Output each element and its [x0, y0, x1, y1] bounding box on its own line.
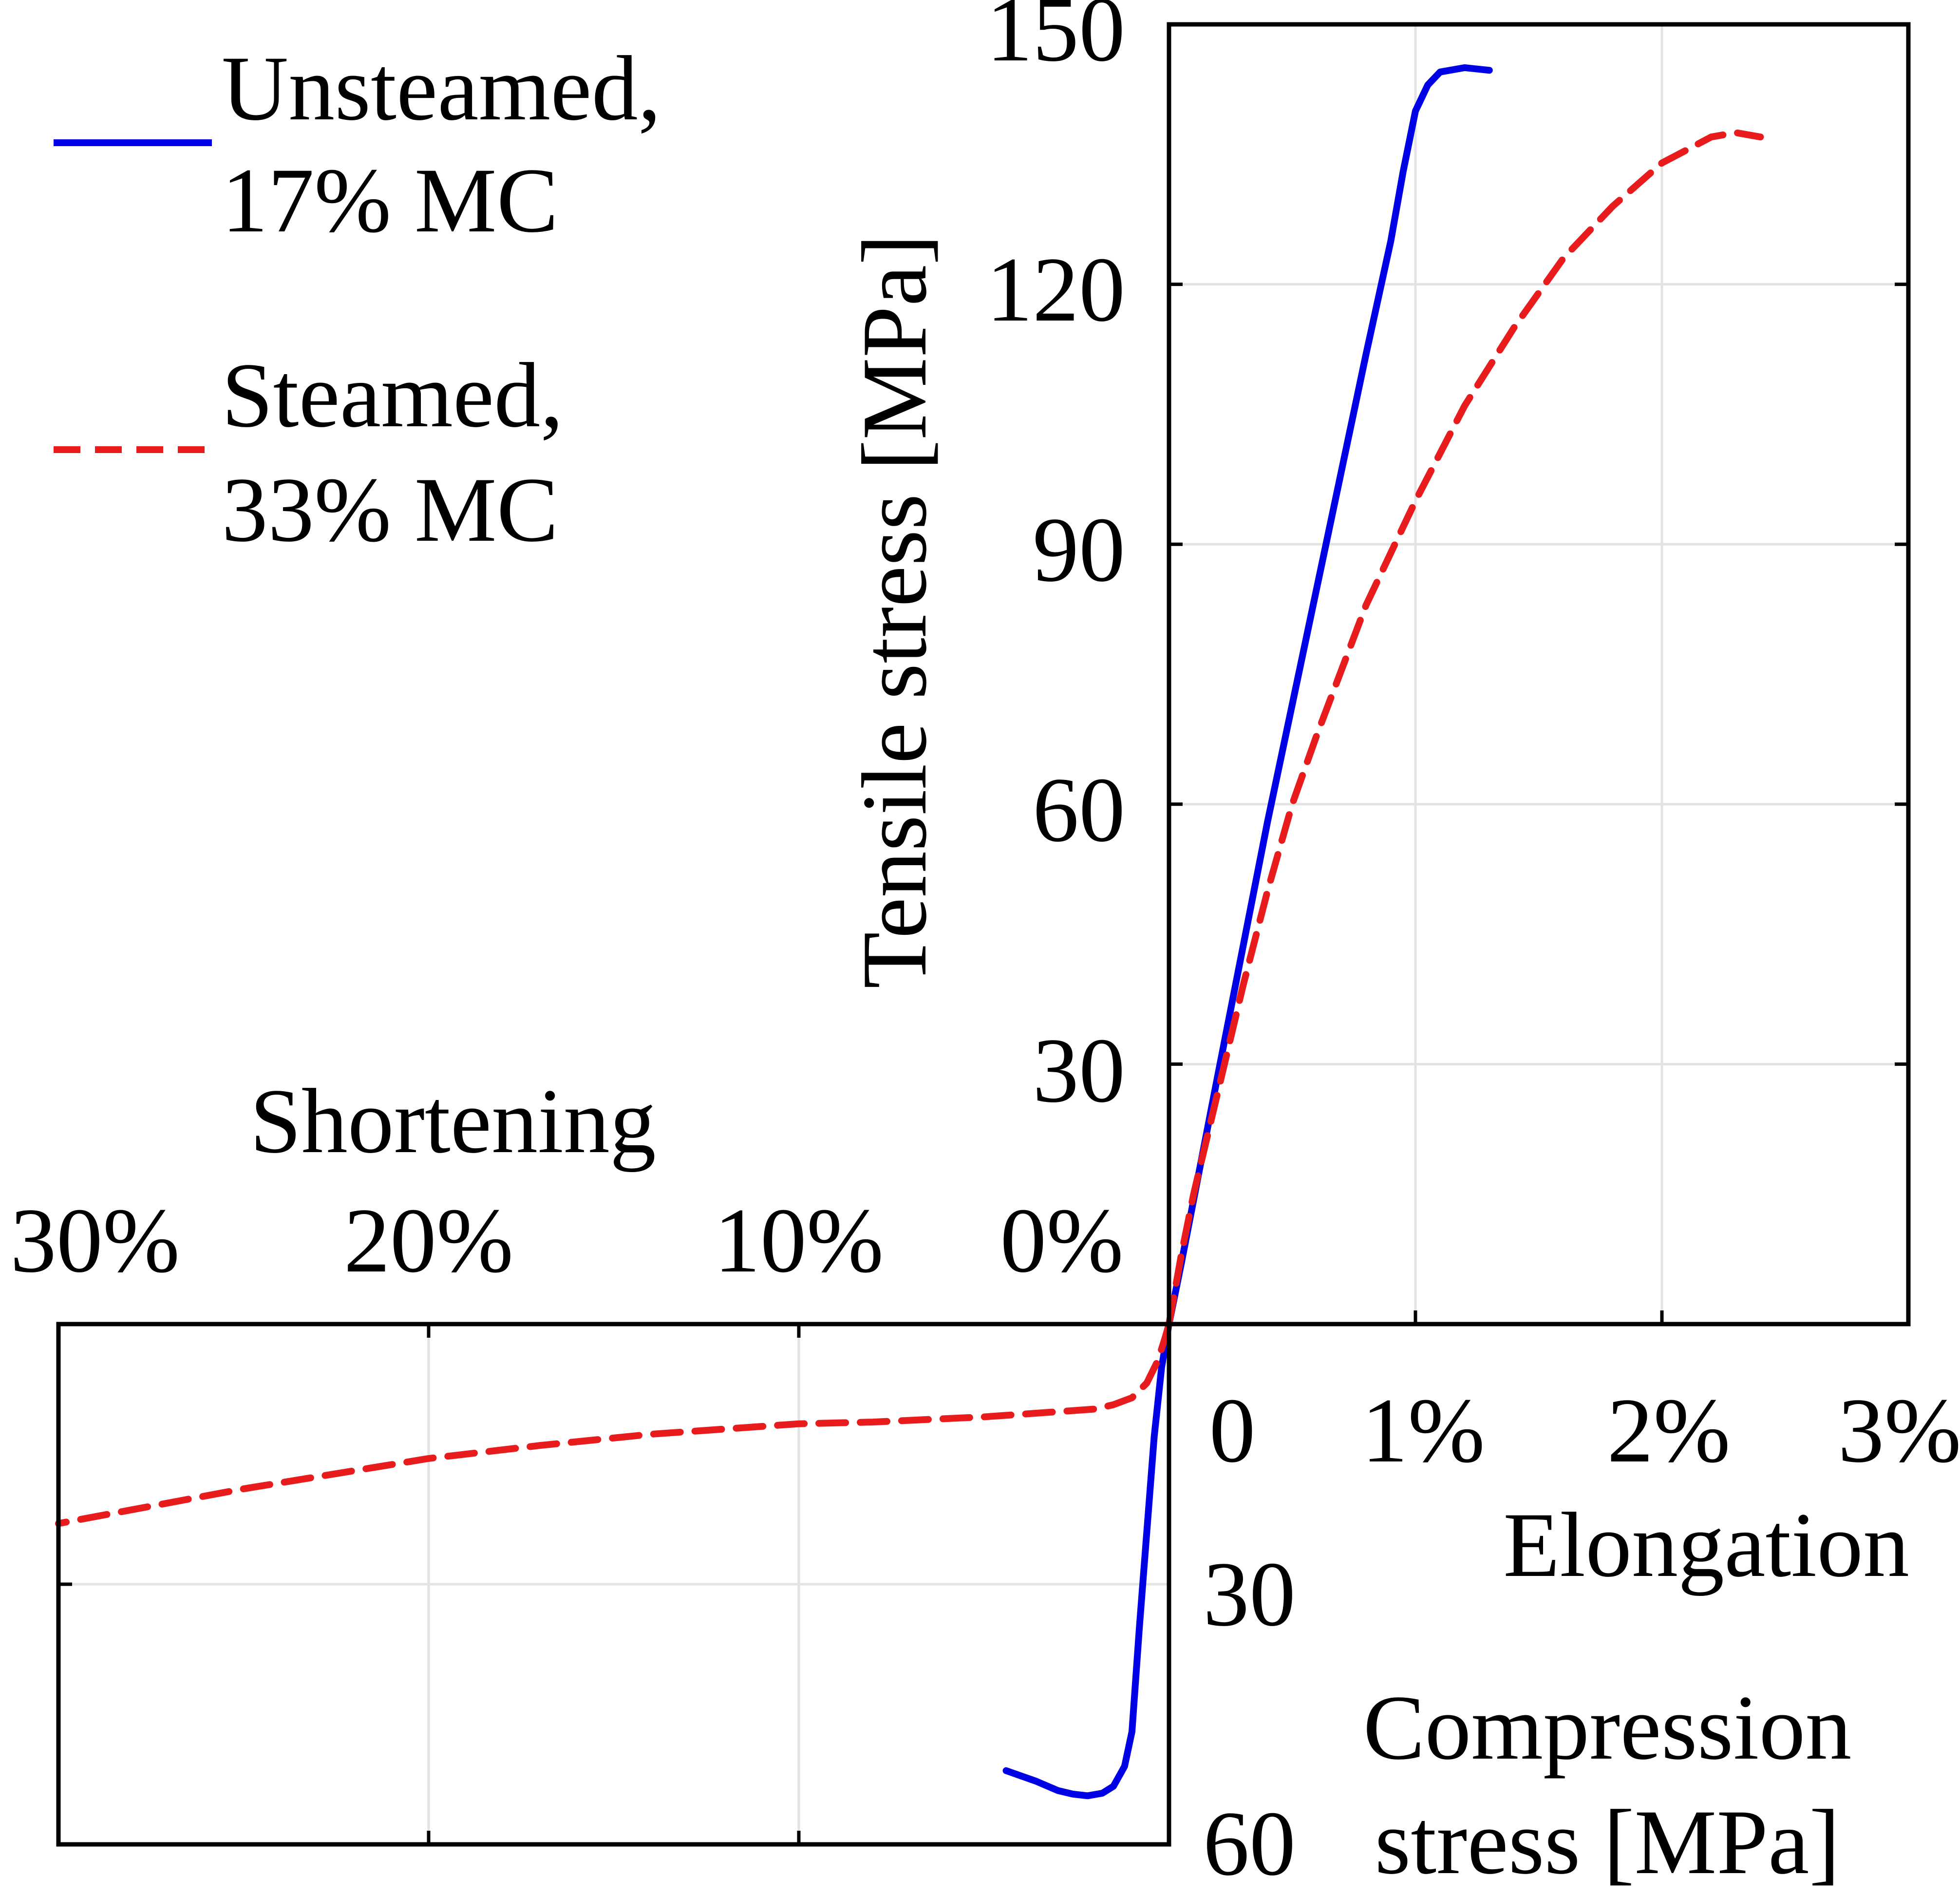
tension-xtick-label: 0 [1209, 1380, 1256, 1482]
tension-ytick-label: 120 [986, 239, 1125, 341]
tension-ytick-label: 90 [1033, 499, 1125, 601]
compression-curve-unsteamed [1002, 1321, 1172, 1800]
data-curves [55, 64, 1764, 1800]
legend-label-unsteamed-line2: 17% MC [222, 150, 558, 252]
tension-xtick-label: 1% [1361, 1380, 1485, 1482]
compression-xtick-label: 30% [10, 1190, 180, 1292]
tension-xtick-label: 2% [1607, 1380, 1730, 1482]
legend-label-steamed-line1: Steamed, [222, 344, 564, 447]
tension-ytick-label: 30 [1033, 1020, 1125, 1122]
gridlines [58, 24, 1908, 1844]
compression-ytick-label: 60 [1203, 1793, 1296, 1895]
compression-xtick-label: 0% [1000, 1190, 1123, 1292]
legend-label-unsteamed-line1: Unsteamed, [222, 38, 661, 140]
tension-ytick-label: 60 [1033, 759, 1125, 861]
tension-curve-steamed [1166, 129, 1764, 1327]
compression-y-axis-title-line1: Compression [1363, 1677, 1852, 1779]
compression-ytick-label: 30 [1203, 1543, 1296, 1646]
legend-label-steamed-line2: 33% MC [222, 459, 558, 561]
tension-x-axis-title: Elongation [1503, 1494, 1909, 1596]
compression-xtick-label: 20% [344, 1190, 513, 1292]
tension-y-tick-labels: 30 60 90 120 150 [986, 0, 1125, 1122]
tension-plot-frame [1167, 22, 1911, 1327]
tension-x-tick-labels: 0 1% 2% 3% [1209, 1380, 1960, 1482]
compression-y-axis-title-line2: stress [MPa] [1375, 1791, 1840, 1894]
tension-y-axis-title: Tensile stress [MPa] [844, 234, 946, 989]
compression-x-tick-labels: 0% 10% 20% 30% [10, 1190, 1124, 1292]
legend: Unsteamed, 17% MC Steamed, 33% MC [54, 38, 661, 561]
tension-curve-unsteamed [1166, 64, 1493, 1327]
compression-xtick-label: 10% [714, 1190, 884, 1292]
compression-y-tick-labels: 30 60 [1203, 1543, 1296, 1895]
axis-ticks [58, 283, 1908, 1844]
compression-curve-steamed [55, 1321, 1172, 1527]
tension-ytick-label: 150 [986, 0, 1125, 81]
tension-xtick-label: 3% [1838, 1380, 1960, 1482]
compression-x-axis-title: Shortening [250, 1070, 656, 1173]
